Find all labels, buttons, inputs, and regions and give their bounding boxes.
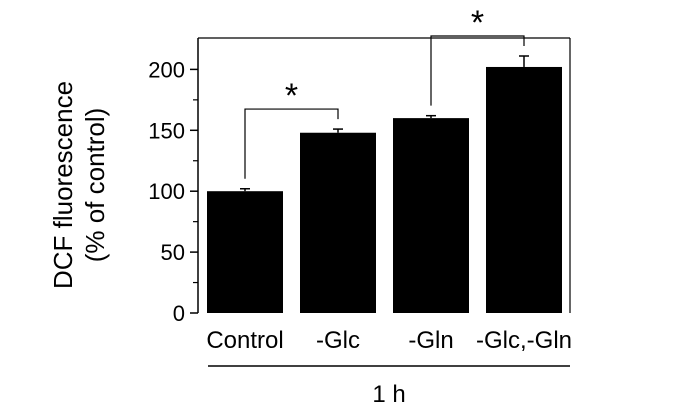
bar [207, 191, 283, 313]
y-axis-title-line-2: (% of control) [80, 108, 110, 263]
bar [300, 132, 376, 313]
significance-bracket: * [430, 4, 525, 106]
category-label: -Gln [408, 327, 453, 354]
y-tick-label: 50 [161, 240, 185, 265]
group-label: 1 h [372, 381, 405, 408]
plot-frame [197, 37, 571, 313]
significance-bracket: * [244, 77, 339, 179]
error-bar [333, 128, 343, 133]
significance-brackets: ** [244, 4, 525, 179]
y-tick-label: 100 [148, 179, 185, 204]
category-label: -Glc,-Gln [476, 327, 572, 354]
y-tick-label: 0 [173, 301, 185, 326]
error-bar [426, 114, 436, 119]
category-label: -Glc [316, 327, 360, 354]
bar [393, 118, 469, 314]
y-axis-title: DCF fluorescence (% of control) [48, 81, 110, 289]
category-label: Control [206, 327, 283, 354]
significance-asterisk: * [471, 4, 484, 42]
significance-asterisk: * [285, 77, 298, 115]
y-tick-label: 150 [148, 118, 185, 143]
y-tick-label: 200 [148, 57, 185, 82]
error-bar [519, 55, 529, 67]
bars [207, 55, 562, 314]
bar [486, 66, 562, 314]
y-axis: 0 50 100 150 200 [148, 57, 198, 326]
x-axis-categories: Control -Glc -Gln -Glc,-Gln [206, 327, 572, 354]
error-bar [240, 188, 250, 192]
y-axis-title-line-1: DCF fluorescence [48, 81, 78, 289]
